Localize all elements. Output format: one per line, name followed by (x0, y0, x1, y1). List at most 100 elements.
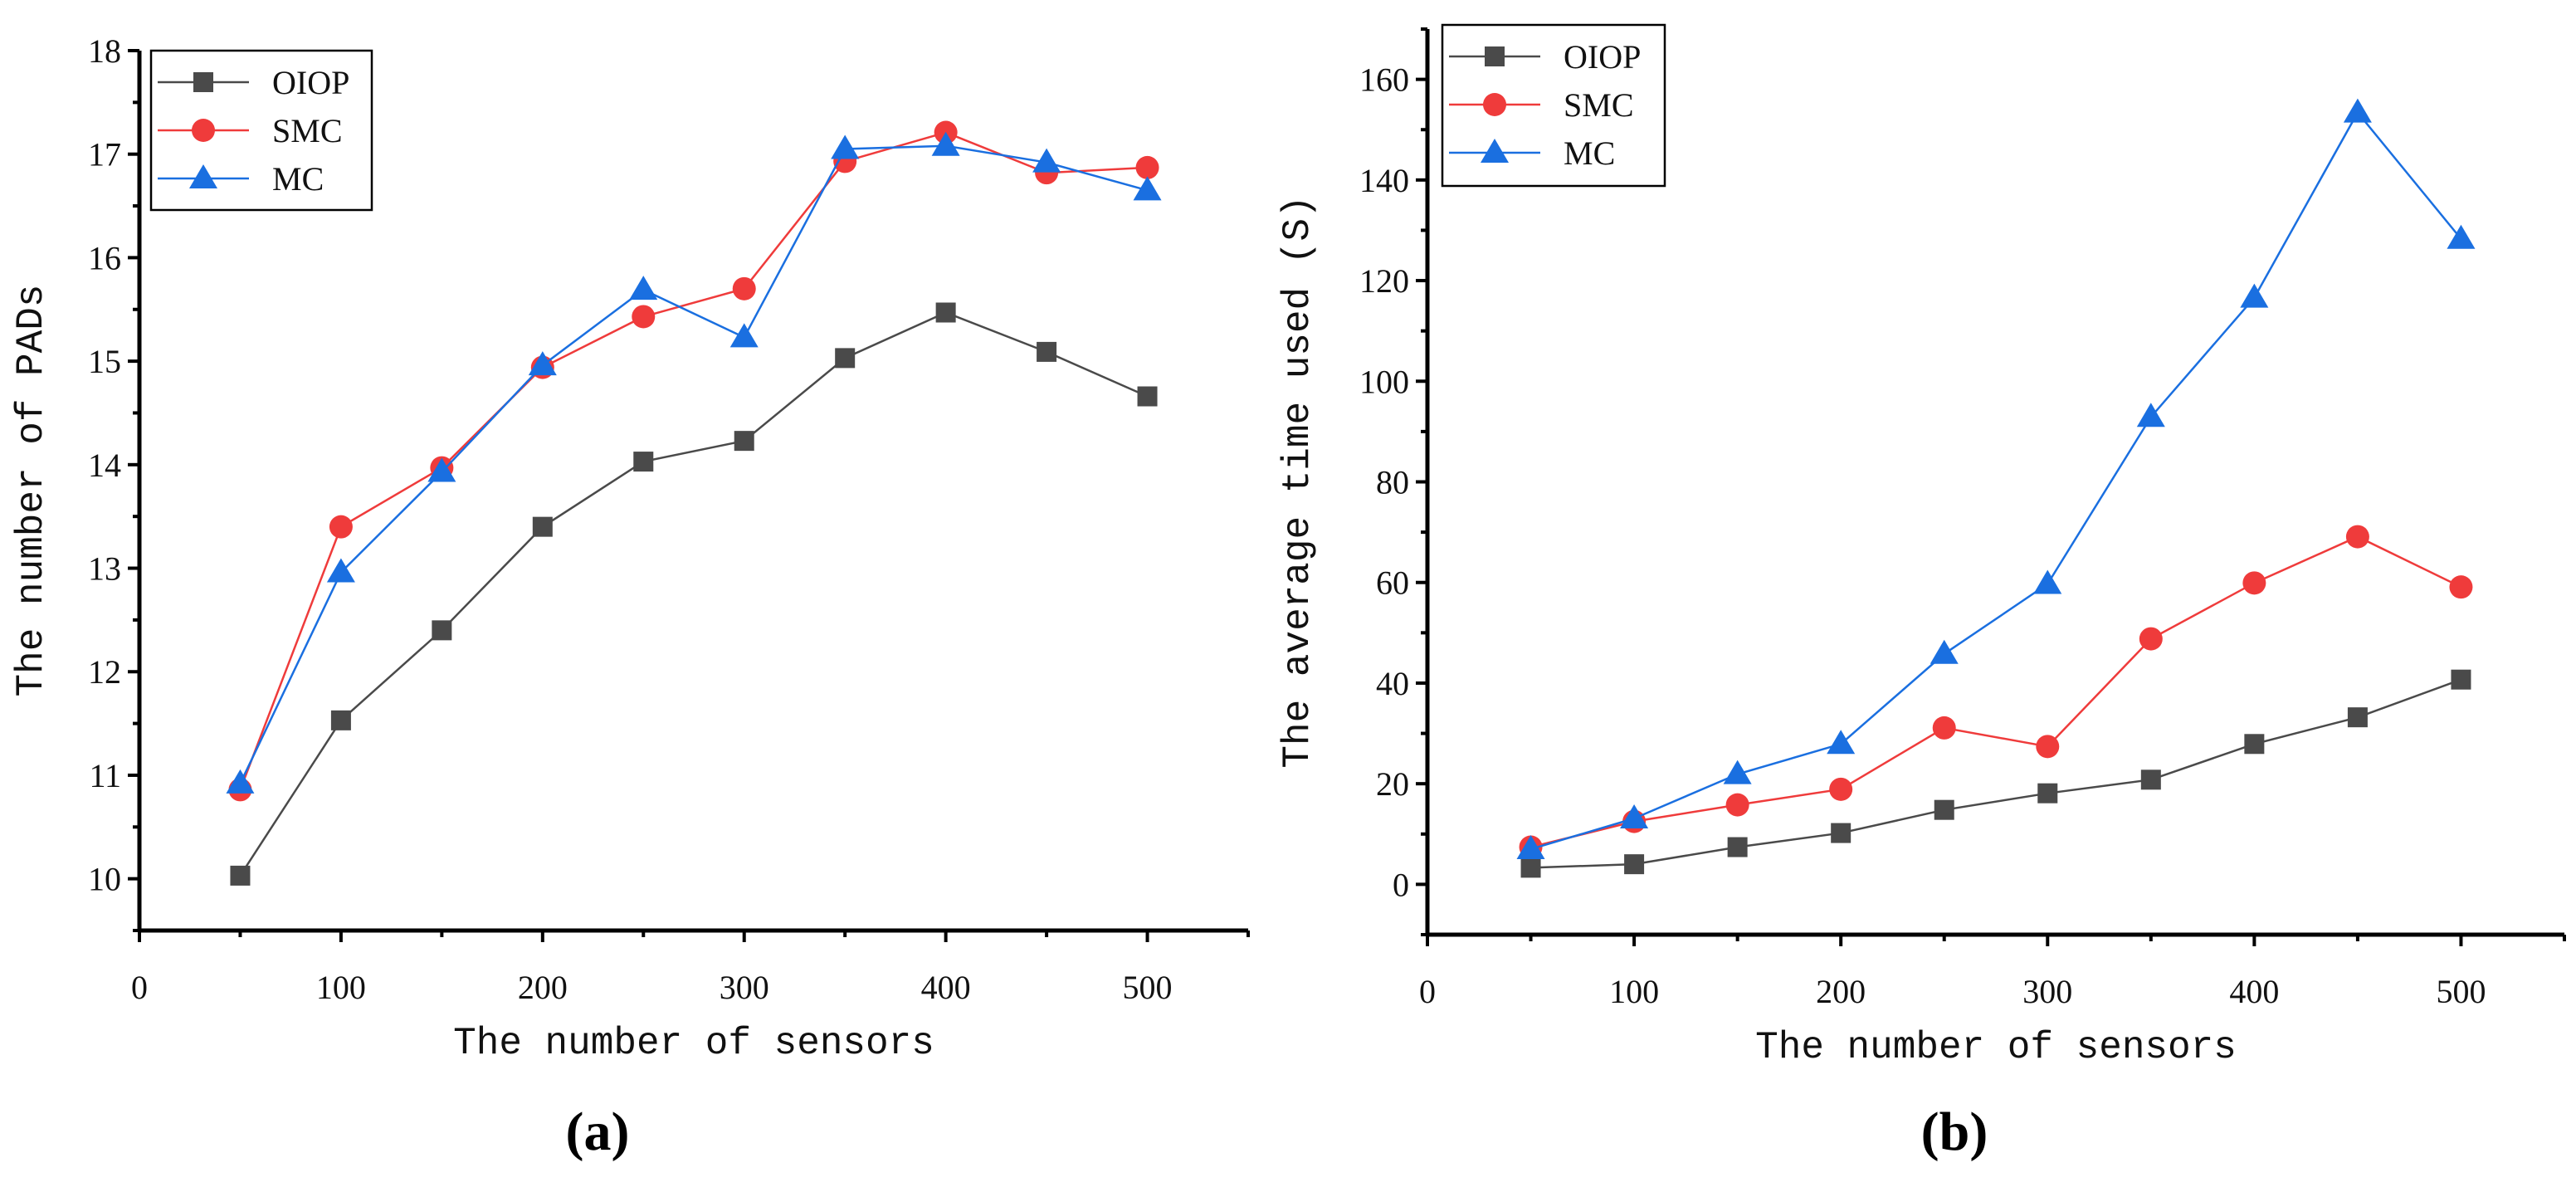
y-tick-label: 100 (1359, 363, 1409, 400)
y-tick-label: 15 (88, 343, 121, 380)
data-point (734, 431, 754, 452)
chart-panel-a: 10 11 12 13 14 15 16 17 18 0 100 200 300 400 500 The nu… (10, 32, 1250, 1162)
x-tick-label: 500 (1123, 969, 1173, 1006)
y-tick-label: 160 (1359, 61, 1409, 99)
data-point (732, 276, 756, 300)
data-point (2242, 571, 2266, 595)
data-point (1829, 777, 1853, 801)
x-axis-title: The number of sensors (453, 1022, 934, 1065)
y-tick-label: 80 (1376, 464, 1409, 501)
y-tick-label: 16 (88, 239, 121, 276)
x-tick-label: 100 (1609, 973, 1659, 1010)
data-point (1620, 804, 1649, 828)
data-point (1930, 639, 1959, 664)
data-point (432, 620, 452, 641)
data-point (528, 351, 557, 376)
series-line (239, 311, 1149, 877)
data-point (2240, 283, 2269, 308)
y-tick-label: 18 (88, 32, 121, 70)
data-point (1827, 730, 1856, 755)
data-point (1725, 793, 1749, 817)
data-point (329, 515, 353, 539)
data-point (230, 865, 251, 886)
data-point (330, 710, 351, 730)
legend-label: OIOP (1564, 38, 1641, 76)
legend-label: OIOP (272, 64, 349, 101)
legend-marker (1485, 46, 1505, 66)
y-tick-label: 60 (1376, 564, 1409, 602)
data-point (835, 348, 856, 369)
x-tick-label: 400 (921, 969, 971, 1006)
y-axis-title: The average time used (S) (1276, 195, 1320, 768)
legend-marker (1483, 93, 1506, 116)
data-point (2451, 669, 2471, 690)
series-line (1530, 110, 2462, 851)
y-tick-label: 13 (88, 550, 121, 588)
data-point (1932, 716, 1956, 740)
y-tick-label: 17 (88, 136, 121, 173)
x-tick-label: 100 (316, 969, 366, 1006)
panel-label: (a) (566, 1102, 630, 1162)
y-tick-label: 10 (88, 861, 121, 898)
data-point (2136, 403, 2165, 427)
data-point (1135, 155, 1159, 179)
legend-label: SMC (1564, 86, 1634, 124)
series-mc (1516, 98, 2476, 859)
legend-marker (192, 119, 215, 142)
legend-marker (1481, 139, 1509, 163)
data-point (1624, 854, 1645, 875)
series-line (239, 144, 1148, 784)
x-tick-label: 500 (2436, 973, 2486, 1010)
data-point (1831, 823, 1852, 843)
x-tick-label: 200 (518, 969, 568, 1006)
legend-label: MC (1564, 134, 1615, 172)
data-point (2033, 569, 2062, 594)
data-point (2447, 224, 2476, 249)
data-point (2345, 525, 2369, 549)
legend: OIOP SMC MC (149, 49, 373, 212)
data-point (1037, 341, 1057, 362)
data-point (1133, 176, 1162, 201)
data-point (831, 134, 860, 159)
data-point (326, 558, 355, 583)
x-tick-label: 0 (1419, 973, 1436, 1010)
data-point (935, 302, 956, 323)
data-point (2140, 769, 2161, 790)
data-point (1934, 799, 1954, 820)
data-point (226, 769, 255, 794)
series-smc (228, 120, 1159, 802)
data-point (1516, 834, 1545, 859)
data-point (2343, 98, 2372, 123)
y-tick-label: 12 (88, 653, 121, 691)
y-tick-label: 140 (1359, 162, 1409, 199)
y-tick-label: 14 (88, 447, 121, 484)
data-point (2244, 734, 2265, 755)
data-point (1137, 386, 1158, 407)
data-point (633, 452, 654, 472)
series-line (1530, 678, 2461, 869)
legend-marker (193, 72, 213, 92)
data-point (427, 457, 456, 482)
data-point (729, 323, 759, 348)
series-smc (1519, 525, 2473, 859)
x-tick-label: 200 (1816, 973, 1866, 1010)
y-axis-title: The number of PADs (10, 285, 53, 697)
x-axis-title: The number of sensors (1755, 1026, 2237, 1069)
data-point (931, 131, 960, 156)
y-tick-label: 11 (89, 757, 121, 794)
legend-marker (189, 164, 217, 188)
legend: OIOP SMC MC (1441, 23, 1666, 188)
y-tick-label: 0 (1393, 866, 1409, 903)
series-oiop (1520, 669, 2471, 878)
series-line (239, 131, 1148, 790)
data-point (2139, 627, 2163, 651)
panel-label: (b) (1921, 1102, 1988, 1162)
data-point (2037, 783, 2058, 804)
data-point (1723, 760, 1752, 784)
x-tick-label: 0 (131, 969, 148, 1006)
series-line (1530, 535, 2462, 848)
data-point (1520, 857, 1541, 878)
series-mc (226, 131, 1162, 794)
legend-label: MC (272, 160, 324, 198)
